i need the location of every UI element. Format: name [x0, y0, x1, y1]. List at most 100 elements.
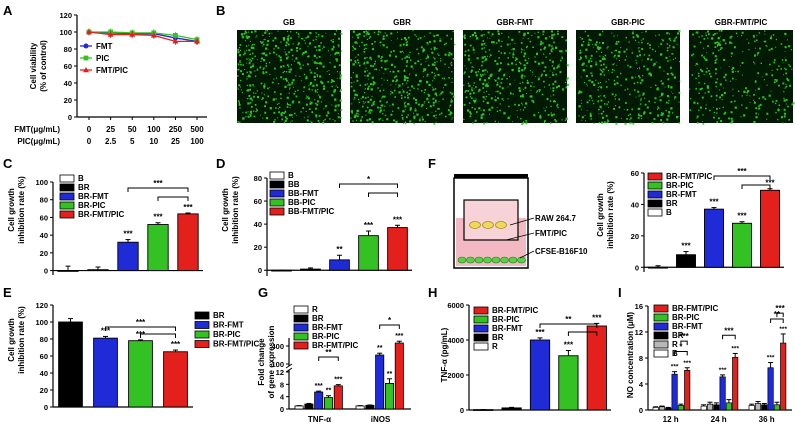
panelF-y-tick-label: 60	[631, 169, 639, 178]
panelF-legend-label: BR	[666, 199, 678, 208]
panelH-bar	[501, 407, 522, 411]
panelC-sig-label: ***	[123, 230, 133, 239]
panelF-ylabel-line2: inhibition rate (%)	[606, 181, 615, 249]
panelI-sig-bracket-label: ***	[679, 332, 689, 341]
panelA-letter: A	[3, 3, 13, 18]
panelG-bar	[323, 397, 333, 410]
panelD-legend-label: BB-FMT	[288, 189, 319, 198]
panelB-image-title: GBR	[393, 18, 411, 27]
panelI-legend-label: R	[672, 340, 678, 349]
panelG-bar	[365, 404, 375, 410]
panelD-legend-label: BB	[288, 180, 300, 189]
panelI-bar	[713, 404, 720, 411]
panelI-sig-label: ***	[731, 345, 739, 352]
panelD-y-tick-label: 40	[254, 220, 262, 229]
panelC-bar	[147, 224, 169, 272]
panelG-y-tick-label: 100	[271, 360, 284, 369]
panelF-sig-bracket	[741, 184, 771, 189]
panelA-legend-label: PIC	[96, 54, 110, 63]
panelE-legend-swatch	[194, 311, 210, 320]
panelH-letter: H	[428, 285, 437, 300]
panelI-sig-bracket	[722, 334, 736, 340]
panelA-ylabel-line1: Cell viability	[29, 42, 38, 89]
panelH-legend-label: BR-FMT	[492, 324, 523, 333]
panelH-y-tick-label: 6000	[447, 301, 464, 310]
panelC-bar	[57, 270, 79, 272]
panelD-legend-swatch	[269, 207, 285, 216]
panelF-pointer	[509, 217, 535, 226]
panelC-legend-swatch	[59, 201, 75, 210]
panelH-sig-bracket-label: **	[565, 315, 572, 324]
panelF-y-tick-label: 20	[631, 232, 639, 241]
panelF-sig-label: ***	[765, 179, 775, 188]
panelF-tumor-cell	[517, 256, 526, 264]
panelH-legend-swatch	[473, 315, 489, 324]
panelC-y-tick-label: 100	[35, 178, 48, 187]
panelD-sig-bracket	[339, 183, 398, 188]
panelG-group-label: iNOS	[371, 415, 391, 424]
panelH-legend-label: BR-FMT/PIC	[492, 306, 538, 315]
panelD-sig-label: **	[336, 245, 343, 254]
panelB-image-title: GBR-PIC	[611, 18, 645, 27]
panelC-legend-swatch	[59, 210, 75, 219]
panelG-bar	[294, 405, 304, 410]
panelF-bar	[648, 266, 668, 269]
panelF-letter: F	[428, 156, 436, 171]
panelI-bar	[761, 404, 768, 411]
panelF-legend-swatch	[647, 172, 663, 181]
panelI-legend-swatch	[653, 313, 669, 322]
panelG-axis-break	[285, 367, 293, 373]
panelE-bar	[128, 340, 153, 408]
panelE-legend-swatch	[194, 340, 210, 348]
panelG-sig-label: **	[387, 371, 393, 378]
panelI-sig-bracket	[674, 351, 688, 356]
panelF-y-tick-label: 0	[635, 263, 639, 272]
panelF-sig-bracket	[713, 175, 771, 180]
panelH-sig-bracket	[539, 323, 598, 328]
panelG-letter: G	[258, 285, 268, 300]
panelC-legend-label: BR-PIC	[78, 201, 106, 210]
panelG-sig-label: ***	[334, 377, 342, 384]
panelI-y-tick-label: 4	[639, 380, 644, 389]
panelH-bar	[558, 355, 579, 411]
panelH-ylabel: TNF-α (pg/mL)	[440, 327, 449, 382]
panelG-sig-bracket	[318, 356, 339, 361]
panelI-sig-label: ***	[671, 364, 679, 371]
panelC-y-tick-label: 40	[40, 231, 48, 240]
panelI-bar	[725, 402, 732, 411]
panelF-bar	[732, 222, 752, 268]
panelG-bar	[304, 403, 314, 410]
panelD-legend-swatch	[269, 180, 285, 189]
panelH-legend-swatch	[473, 324, 489, 333]
panelI-y-tick-label: 8	[639, 354, 643, 363]
panelD-bar	[387, 227, 408, 271]
panelC-bar	[117, 241, 139, 272]
panelI-sig-bracket-label: *	[679, 343, 683, 352]
panelH-bar	[529, 339, 551, 411]
panelE-y-tick-label: 0	[44, 403, 48, 412]
panelI-sig-label: ***	[779, 326, 787, 333]
panelG-y-tick-label: 400	[271, 342, 284, 351]
panelF-insert	[463, 199, 519, 241]
panelC-sig-bracket-label: ***	[153, 179, 163, 188]
panelH-y-tick-label: 0	[460, 406, 464, 415]
panelD-ylabel-line2: inhibition rate (%)	[231, 176, 240, 244]
panelE-sig-bracket	[140, 333, 176, 338]
panelF-label-raw: RAW 264.7	[535, 214, 576, 223]
panelF-tumor-cell	[483, 256, 492, 264]
panelC-legend-label: B	[78, 174, 84, 183]
panelA-row1-value: 250	[169, 125, 183, 134]
panelH-legend-swatch	[473, 306, 489, 315]
panelA-row1-label: FMT(μg/mL)	[14, 125, 60, 134]
panelG-bar	[394, 342, 404, 410]
panelG-y-tick-label: 4	[280, 393, 285, 402]
panelF-tumor-cell	[500, 256, 509, 264]
panelA-ylabel-line2: (% of control)	[39, 40, 48, 92]
panelG-bar	[355, 405, 365, 410]
panelA-row1-value: 0	[87, 125, 92, 134]
panelI-bar	[754, 403, 762, 411]
panelC-sig-label: ***	[183, 203, 193, 212]
panelG-axis-break	[285, 363, 293, 369]
panelG-legend-swatch	[293, 341, 309, 350]
